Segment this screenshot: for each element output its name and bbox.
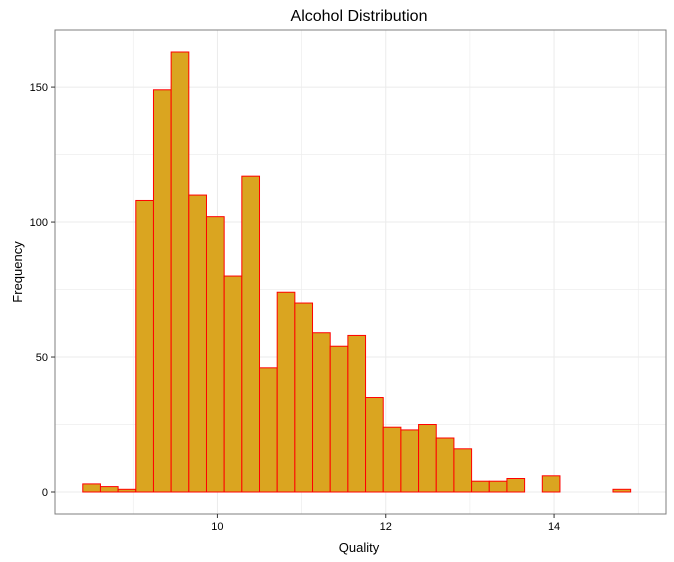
histogram-bar: [223, 275, 243, 493]
histogram-bar: [382, 426, 402, 493]
y-tick-label: 0: [42, 487, 48, 499]
y-tick-label: 100: [30, 217, 48, 229]
histogram-bar: [294, 302, 314, 493]
histogram-bar: [506, 478, 526, 493]
chart-title: Alcohol Distribution: [291, 8, 428, 25]
x-axis-title: Quality: [339, 540, 380, 555]
y-axis-ticks: 0 50 100 150: [30, 82, 55, 499]
histogram-bar: [453, 448, 473, 493]
histogram-bar: [435, 437, 455, 493]
histogram-bar: [259, 367, 278, 493]
histogram-bar: [312, 332, 331, 493]
plot-panel-border: [54, 29, 667, 515]
histogram-bar: [488, 480, 508, 493]
y-tick-label: 150: [30, 82, 48, 94]
histogram-bar: [329, 345, 349, 493]
histogram-bar: [241, 175, 261, 493]
histogram-bar: [471, 480, 490, 493]
x-tick-label: 10: [211, 521, 223, 533]
histogram-bar: [99, 486, 119, 493]
histogram-bar: [400, 429, 420, 493]
histogram-bar: [541, 475, 561, 493]
histogram-bar: [365, 397, 384, 493]
x-tick-label: 14: [548, 521, 560, 533]
histogram-bar: [188, 194, 207, 493]
histogram-bar: [82, 483, 101, 493]
y-tick-label: 50: [36, 352, 48, 364]
histogram-bar: [117, 488, 137, 493]
histogram-bar: [418, 424, 437, 493]
histogram-bar: [347, 334, 367, 493]
histogram-bar: [205, 216, 225, 493]
y-axis-title: Frequency: [10, 241, 25, 303]
histogram-bar: [135, 199, 154, 493]
bars: [82, 51, 632, 493]
x-axis-ticks: 10 12 14: [211, 514, 560, 533]
histogram-bar: [170, 51, 190, 493]
x-tick-label: 12: [380, 521, 392, 533]
histogram-bar: [276, 291, 296, 493]
histogram-bar: [612, 488, 632, 493]
histogram-bar: [152, 89, 172, 493]
